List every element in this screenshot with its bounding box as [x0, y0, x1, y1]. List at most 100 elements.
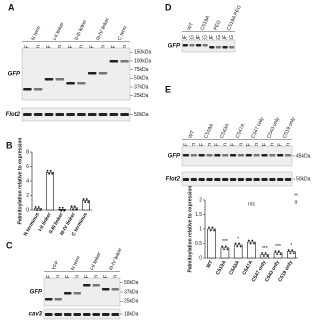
band — [214, 178, 221, 181]
lane-header: PEG — [213, 19, 223, 31]
band — [209, 46, 215, 49]
band — [98, 113, 108, 116]
dot — [239, 245, 242, 248]
band — [23, 88, 32, 91]
band — [111, 313, 120, 316]
band — [87, 113, 97, 116]
significance: * — [237, 236, 239, 242]
mw-marker: 75kDa — [134, 67, 149, 73]
band — [245, 154, 252, 157]
y-tick-label: 0 — [199, 255, 202, 261]
band — [277, 178, 284, 181]
lane-sub: UF — [209, 35, 215, 42]
lane-header: C519 only — [282, 116, 297, 139]
dot — [46, 169, 49, 172]
band — [55, 78, 65, 81]
bar — [46, 172, 54, 211]
band — [54, 298, 63, 301]
band — [206, 154, 213, 157]
blot-name: GFP — [168, 44, 181, 50]
band — [237, 178, 245, 181]
dot — [253, 242, 255, 245]
dot — [262, 255, 265, 257]
dot — [87, 201, 90, 203]
dot — [291, 249, 294, 252]
x-tick-label: C543A — [228, 259, 241, 276]
band — [229, 154, 237, 157]
bar — [260, 254, 270, 259]
band — [182, 178, 190, 181]
band — [111, 288, 120, 291]
x-tick-label: C547A — [241, 259, 254, 276]
y-tick-label: 6 — [26, 164, 29, 170]
mw-marker: 25kDa — [134, 93, 149, 99]
dot — [60, 209, 63, 212]
band — [66, 113, 75, 116]
dot — [73, 205, 76, 208]
dot — [234, 242, 237, 245]
dot — [224, 245, 227, 248]
y-tick-label: 2 — [26, 193, 29, 199]
band — [284, 178, 292, 181]
band — [182, 44, 188, 47]
band — [198, 178, 205, 181]
x-tick-label: N terminus — [23, 211, 41, 237]
significance: *** — [275, 244, 281, 250]
dot — [70, 205, 73, 208]
dot — [51, 172, 54, 175]
dot — [251, 239, 254, 242]
lane-header: C519A — [199, 14, 211, 31]
y-tick-label: 1.5 — [195, 212, 202, 218]
band — [98, 72, 108, 75]
x-tick-label: WT — [205, 260, 214, 270]
band — [63, 313, 72, 316]
band — [73, 292, 82, 295]
blot-name: Flot2 — [166, 177, 181, 183]
dot — [48, 172, 51, 175]
band — [44, 313, 53, 316]
band — [245, 178, 252, 181]
lane-header: C547 only — [250, 116, 265, 139]
dot — [34, 206, 37, 208]
band — [214, 154, 221, 157]
dot — [266, 255, 269, 257]
panel-label: C — [6, 240, 13, 250]
mw-marker: 50kDa — [134, 112, 149, 118]
band — [55, 113, 65, 116]
dot — [61, 206, 64, 209]
dot — [75, 208, 78, 211]
band — [261, 154, 268, 157]
band — [33, 88, 43, 91]
dot — [208, 226, 210, 229]
dot — [276, 253, 279, 256]
lane-header: WT — [186, 22, 195, 32]
bar — [58, 208, 66, 211]
band — [92, 284, 101, 287]
band — [269, 178, 276, 181]
dot — [72, 208, 75, 211]
dot — [49, 169, 52, 172]
band — [277, 154, 284, 157]
dot — [36, 209, 39, 211]
mw-marker: 150kDa — [134, 50, 151, 56]
band — [202, 44, 208, 47]
blot — [181, 145, 293, 167]
bar — [273, 252, 283, 259]
y-tick-label: 8 — [26, 149, 29, 155]
y-tick-label: 0.5 — [195, 241, 202, 247]
panel-label: A — [8, 2, 15, 12]
lane-header: III-IV linker — [95, 17, 111, 41]
blot — [43, 277, 121, 307]
bar — [287, 251, 296, 259]
band — [222, 154, 229, 157]
dot — [261, 252, 264, 254]
dot — [63, 209, 66, 212]
band — [229, 178, 237, 181]
mw-marker: 50kDa — [134, 76, 149, 82]
annotation: ** — [294, 193, 298, 199]
mw-marker: 100kDa — [134, 58, 151, 64]
band — [120, 60, 129, 63]
dot — [84, 201, 87, 203]
mw-marker: 45kDa — [296, 153, 311, 159]
